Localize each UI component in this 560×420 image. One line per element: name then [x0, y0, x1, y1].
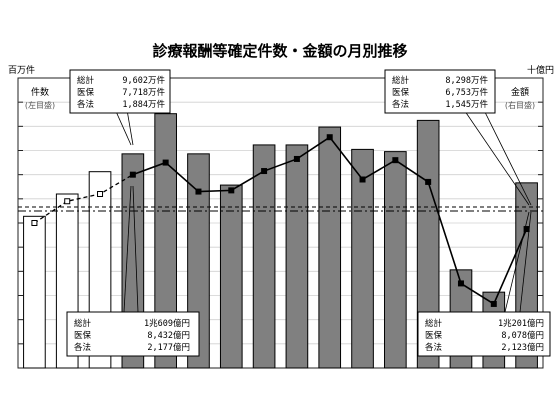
callout-label: 医保	[425, 330, 443, 341]
bar	[351, 148, 374, 369]
callout-value: 7,718万件	[122, 87, 165, 98]
bar	[416, 119, 440, 369]
reference-lines	[18, 206, 543, 212]
callout-value: 9,602万件	[122, 75, 165, 86]
callout-bottom-left: 総計 1兆609億円 医保 8,432億円 各法 2,177億円	[66, 311, 200, 357]
callout-label: 医保	[77, 87, 95, 98]
callout-label: 医保	[392, 87, 410, 98]
callout-value: 6,753万件	[445, 87, 488, 98]
line-point	[162, 159, 169, 166]
callout-bottom-right: 総計 1兆201億円 医保 8,078億円 各法 2,123億円	[417, 311, 551, 357]
callout-top-left: 総計 9,602万件 医保 7,718万件 各法 1,884万件	[69, 69, 171, 114]
line-point	[490, 300, 497, 307]
right-unit-label: 十億円	[527, 64, 554, 76]
right-axis-sublabel: (右目盛)	[505, 100, 535, 110]
line-point	[359, 176, 366, 183]
callout-value: 1,545万件	[445, 99, 488, 110]
line-point	[261, 168, 268, 175]
bar	[23, 215, 46, 369]
callout-label: 医保	[74, 330, 92, 341]
line-point	[129, 171, 136, 178]
line-series	[31, 134, 530, 307]
callout-value: 8,432億円	[147, 330, 190, 341]
bar	[252, 144, 276, 369]
callout-value: 1,884万件	[122, 99, 165, 110]
callout-label: 総計	[74, 318, 92, 329]
callout-label: 各法	[74, 342, 91, 353]
line-segment-dashed	[34, 174, 134, 224]
line-point	[392, 157, 399, 164]
callout-value: 8,078億円	[501, 330, 544, 341]
callout-label: 各法	[77, 99, 94, 110]
left-axis-label: 件数	[31, 86, 49, 98]
callout-value: 1兆201億円	[498, 318, 544, 329]
callout-label: 総計	[425, 318, 443, 329]
callout-value: 2,123億円	[501, 342, 544, 353]
line-point	[31, 220, 38, 226]
line-point	[195, 188, 202, 195]
callout-label: 総計	[392, 75, 410, 86]
line-point	[326, 134, 333, 141]
callout-value: 2,177億円	[147, 342, 190, 353]
callout-top-right: 総計 8,298万件 医保 6,753万件 各法 1,545万件	[384, 69, 496, 114]
bar	[154, 113, 177, 369]
callout-leaders	[109, 97, 532, 313]
bar	[219, 184, 243, 369]
line-point	[64, 198, 71, 205]
right-axis-label: 金額	[511, 86, 529, 98]
callout-label: 各法	[392, 99, 409, 110]
line-point	[425, 178, 432, 185]
bar	[384, 151, 407, 369]
left-unit-label: 百万件	[8, 64, 35, 76]
callout-label: 各法	[425, 342, 442, 353]
line-point	[293, 155, 300, 162]
bar	[285, 144, 309, 369]
line-point	[97, 191, 104, 197]
left-axis-sublabel: (左目盛)	[25, 100, 55, 110]
line-point	[457, 280, 464, 287]
callout-value: 1兆609億円	[144, 318, 190, 329]
line-point	[228, 187, 235, 194]
callout-value: 8,298万件	[445, 75, 488, 86]
callout-label: 総計	[77, 75, 95, 86]
bar	[318, 126, 342, 369]
chart-title: 診療報酬等確定件数・金額の月別推移	[152, 42, 407, 60]
